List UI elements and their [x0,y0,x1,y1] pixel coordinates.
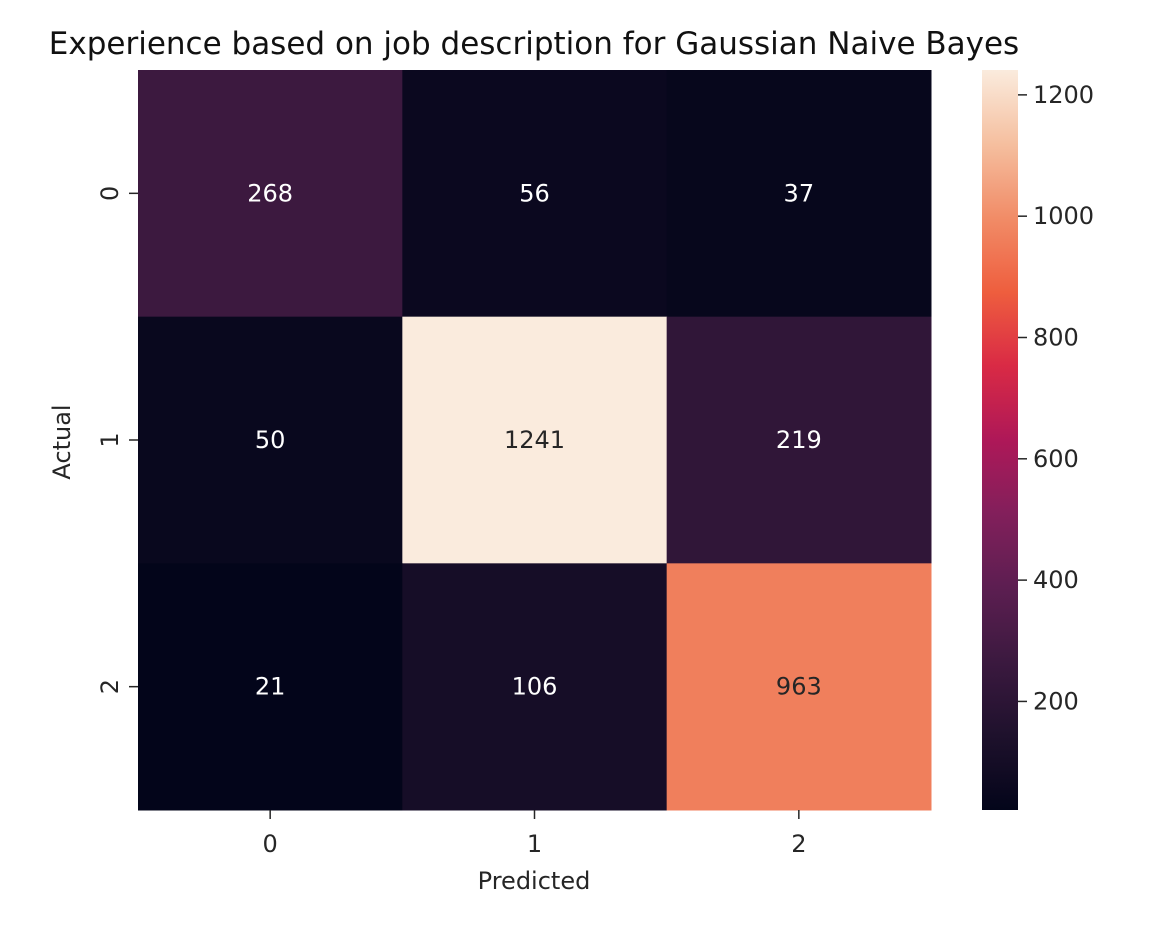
colorbar-tick-label: 400 [1033,566,1079,594]
heatmap-cells [138,70,932,811]
colorbar-tick-label: 200 [1033,687,1079,715]
colorbar: 200 400 600 800 1000 1200 [982,70,1094,810]
colorbar-tick-label: 800 [1033,323,1079,351]
colorbar-tick-label: 1000 [1033,202,1094,230]
y-axis: 0 1 2 [96,186,138,694]
heatmap-cell [666,563,932,811]
heatmap-cell [402,70,668,318]
colorbar-gradient [982,70,1018,810]
heatmap-cell-label: 219 [776,426,822,454]
x-tick-label: 1 [527,830,542,858]
colorbar-tick-label: 1200 [1033,81,1094,109]
heatmap-cell [138,70,403,318]
x-axis-label: Predicted [478,867,591,895]
heatmap-cell-label: 268 [247,179,293,207]
heatmap-cell [666,70,932,318]
x-tick-label: 0 [263,830,278,858]
heatmap-cell-label: 56 [519,179,550,207]
heatmap-cell-label: 1241 [504,426,565,454]
heatmap-cell-label: 50 [255,426,286,454]
heatmap-cell [666,316,932,564]
heatmap-cell [138,563,403,811]
y-tick-label: 2 [96,679,124,694]
x-tick-label: 2 [791,830,806,858]
heatmap-cell [402,563,668,811]
y-axis-label: Actual [48,404,76,479]
heatmap-cell-label: 37 [784,179,815,207]
heatmap-cell-label: 106 [512,673,558,701]
heatmap-cell-labels: 268 56 37 50 1241 219 21 106 963 [247,179,821,700]
heatmap-cell [402,316,668,564]
colorbar-tick-label: 600 [1033,445,1079,473]
heatmap-cell-label: 963 [776,673,822,701]
chart-title: Experience based on job description for … [49,26,1019,62]
heatmap-cell [138,316,403,564]
x-axis: 0 1 2 [263,810,806,858]
y-tick-label: 1 [96,432,124,447]
y-tick-label: 0 [96,186,124,201]
heatmap-cell-label: 21 [255,673,286,701]
